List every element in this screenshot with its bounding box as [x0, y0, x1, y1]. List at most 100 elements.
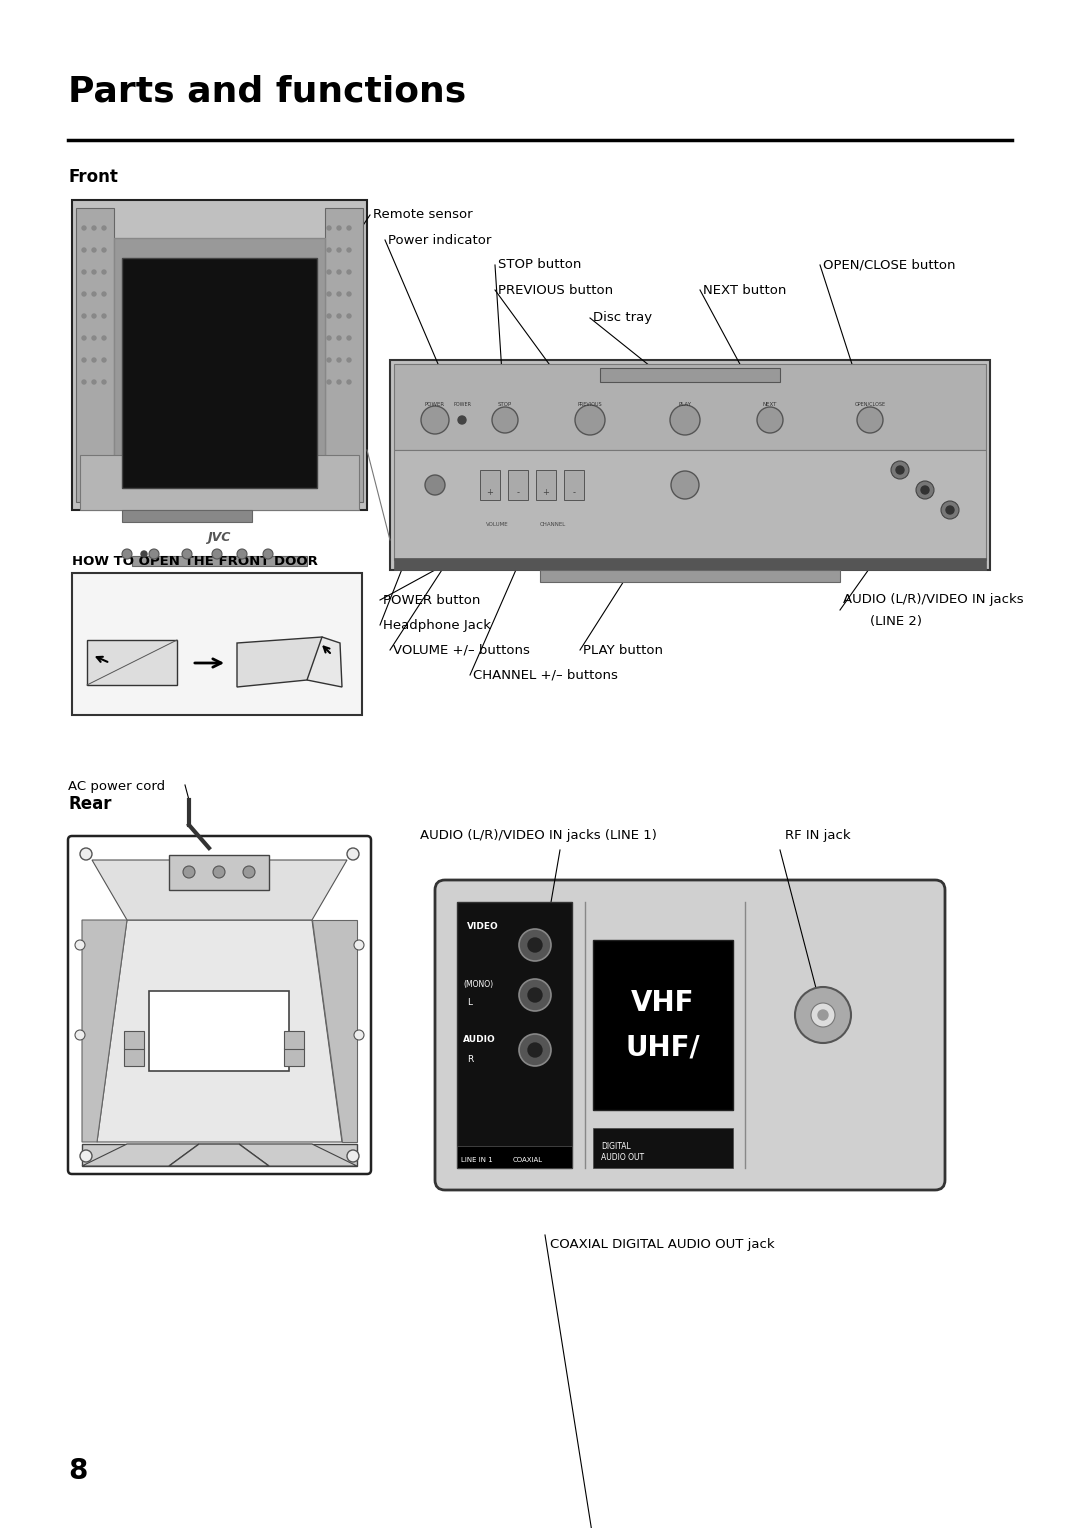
Circle shape	[337, 226, 341, 231]
Circle shape	[347, 292, 351, 296]
Bar	[284, 1031, 303, 1050]
Text: STOP button: STOP button	[498, 258, 581, 272]
Circle shape	[347, 358, 351, 362]
Text: NEXT button: NEXT button	[703, 284, 786, 296]
Circle shape	[237, 549, 247, 559]
Polygon shape	[82, 920, 127, 1141]
Circle shape	[528, 989, 542, 1002]
Text: AUDIO (L/R)/VIDEO IN jacks: AUDIO (L/R)/VIDEO IN jacks	[843, 593, 1024, 607]
Circle shape	[354, 940, 364, 950]
Text: Front: Front	[68, 168, 118, 186]
Polygon shape	[168, 1144, 269, 1166]
Bar	[480, 471, 500, 500]
Bar	[122, 258, 318, 487]
Circle shape	[92, 270, 96, 274]
Circle shape	[811, 1002, 835, 1027]
Text: HOW TO OPEN THE FRONT DOOR: HOW TO OPEN THE FRONT DOOR	[72, 555, 318, 568]
Circle shape	[327, 336, 330, 341]
Circle shape	[519, 929, 551, 961]
Text: 8: 8	[68, 1458, 87, 1485]
Circle shape	[82, 380, 86, 384]
Text: POWER: POWER	[453, 402, 471, 406]
Text: CHANNEL: CHANNEL	[540, 523, 566, 527]
Circle shape	[82, 336, 86, 341]
Bar	[508, 471, 528, 500]
Circle shape	[946, 506, 954, 513]
Circle shape	[92, 336, 96, 341]
Circle shape	[795, 987, 851, 1044]
Text: POWER: POWER	[424, 402, 445, 406]
Circle shape	[327, 292, 330, 296]
Text: CHANNEL +/– buttons: CHANNEL +/– buttons	[473, 669, 618, 681]
Text: COAXIAL: COAXIAL	[513, 1157, 543, 1163]
Text: UHF/: UHF/	[625, 1033, 700, 1060]
Text: AC power cord: AC power cord	[68, 779, 165, 793]
Circle shape	[80, 1151, 92, 1161]
Polygon shape	[307, 637, 342, 688]
Circle shape	[347, 313, 351, 318]
Circle shape	[337, 270, 341, 274]
Text: (MONO): (MONO)	[463, 979, 494, 989]
Circle shape	[213, 866, 225, 879]
Polygon shape	[239, 1144, 357, 1166]
Text: Parts and functions: Parts and functions	[68, 73, 467, 108]
Circle shape	[183, 866, 195, 879]
Circle shape	[82, 270, 86, 274]
Bar	[457, 902, 572, 1167]
Circle shape	[891, 461, 909, 478]
Text: OPEN/CLOSE: OPEN/CLOSE	[854, 402, 886, 406]
Circle shape	[347, 848, 359, 860]
Bar	[593, 940, 733, 1109]
Circle shape	[858, 406, 883, 432]
Circle shape	[82, 248, 86, 252]
Circle shape	[212, 549, 222, 559]
Circle shape	[337, 380, 341, 384]
Text: RF IN jack: RF IN jack	[785, 830, 851, 842]
Circle shape	[327, 313, 330, 318]
Circle shape	[92, 248, 96, 252]
Circle shape	[102, 336, 106, 341]
Bar	[284, 1048, 303, 1067]
Bar	[124, 1031, 144, 1050]
Text: R: R	[467, 1054, 473, 1063]
Bar	[457, 1146, 572, 1167]
Circle shape	[102, 313, 106, 318]
Polygon shape	[312, 920, 357, 1141]
Bar	[76, 208, 114, 503]
Circle shape	[327, 226, 330, 231]
Circle shape	[102, 292, 106, 296]
Circle shape	[82, 358, 86, 362]
FancyBboxPatch shape	[68, 836, 372, 1174]
Text: (LINE 2): (LINE 2)	[870, 616, 922, 628]
Circle shape	[347, 1151, 359, 1161]
Circle shape	[102, 380, 106, 384]
Circle shape	[102, 226, 106, 231]
Text: LINE IN 1: LINE IN 1	[461, 1157, 492, 1163]
Text: PLAY: PLAY	[678, 402, 691, 406]
Polygon shape	[92, 860, 347, 920]
Circle shape	[575, 405, 605, 435]
Circle shape	[327, 248, 330, 252]
Circle shape	[92, 313, 96, 318]
Circle shape	[82, 292, 86, 296]
Polygon shape	[97, 920, 342, 1141]
Text: NEXT: NEXT	[762, 402, 778, 406]
Circle shape	[337, 292, 341, 296]
Polygon shape	[82, 1144, 199, 1166]
Text: PLAY button: PLAY button	[583, 643, 663, 657]
Text: +: +	[487, 487, 494, 497]
Bar	[600, 368, 780, 382]
Circle shape	[92, 358, 96, 362]
Text: OPEN/CLOSE button: OPEN/CLOSE button	[823, 258, 956, 272]
Circle shape	[75, 940, 85, 950]
Text: Disc tray: Disc tray	[593, 312, 652, 324]
Text: L: L	[467, 998, 472, 1007]
Bar	[114, 238, 325, 498]
Circle shape	[92, 226, 96, 231]
Circle shape	[337, 336, 341, 341]
Circle shape	[75, 1030, 85, 1041]
Circle shape	[264, 549, 273, 559]
Text: Remote sensor: Remote sensor	[373, 208, 473, 222]
Text: -: -	[572, 487, 576, 497]
Text: PREVIOUS: PREVIOUS	[578, 402, 603, 406]
